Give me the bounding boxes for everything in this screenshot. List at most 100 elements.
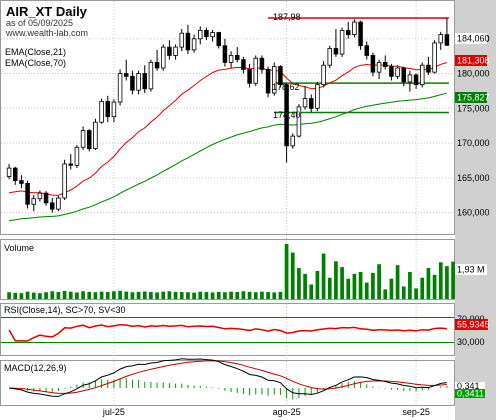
volume-bar bbox=[87, 291, 92, 299]
x-tick-label: sep-25 bbox=[402, 407, 430, 417]
volume-bar bbox=[377, 264, 381, 299]
candle-body bbox=[12, 167, 18, 182]
volume-bar bbox=[358, 271, 363, 299]
volume-bar bbox=[124, 291, 129, 299]
volume-bar bbox=[327, 277, 332, 299]
candle-body bbox=[111, 101, 117, 118]
candle-body bbox=[136, 73, 141, 91]
candle-body bbox=[426, 64, 431, 73]
volume-bar bbox=[395, 265, 400, 299]
candle-body bbox=[290, 135, 295, 147]
candle-body bbox=[339, 30, 345, 55]
volume-bar bbox=[186, 292, 190, 299]
volume-bar bbox=[247, 291, 252, 299]
candle-body bbox=[93, 121, 98, 150]
last-ema70-box bbox=[455, 92, 487, 103]
candle-body bbox=[154, 62, 160, 69]
volume-bar bbox=[401, 286, 406, 299]
volume-bar bbox=[278, 291, 283, 299]
candle-body bbox=[87, 130, 92, 150]
volume-bar bbox=[321, 253, 326, 299]
volume-bar bbox=[414, 288, 418, 299]
macd-panel bbox=[0, 360, 455, 406]
candle-body bbox=[389, 66, 394, 77]
right-axis-background bbox=[455, 0, 496, 420]
volume-bar bbox=[235, 292, 240, 299]
volume-bar bbox=[50, 291, 55, 299]
x-tick-labels: jul-25 ago-25 sep-25 bbox=[102, 407, 430, 417]
legend-ema70: EMA(Close,70) bbox=[5, 58, 66, 68]
candle-body bbox=[419, 64, 425, 86]
candle-body bbox=[382, 62, 388, 67]
support-resistance-lines bbox=[268, 17, 449, 114]
y-tick-label: 165,000 bbox=[457, 173, 490, 183]
macd-value-1: 0,341 bbox=[457, 381, 480, 391]
volume-bar bbox=[130, 292, 135, 299]
candle-body bbox=[185, 32, 191, 51]
volume-bar bbox=[210, 292, 215, 299]
volume-bar bbox=[309, 284, 314, 299]
volume-bar bbox=[19, 293, 24, 299]
candle-body bbox=[124, 73, 129, 77]
candle-body bbox=[173, 46, 178, 56]
volume-bar bbox=[272, 292, 277, 299]
candle-body bbox=[142, 73, 147, 90]
candle-body bbox=[315, 84, 320, 109]
candle-body bbox=[253, 57, 258, 84]
volume-bar bbox=[105, 292, 110, 299]
volume-bar bbox=[266, 292, 270, 299]
macd-line bbox=[9, 358, 447, 397]
rsi-value-box bbox=[455, 319, 488, 330]
last-ema21-label: 181,308 bbox=[457, 56, 490, 66]
volume-bar bbox=[149, 292, 153, 299]
volume-bar bbox=[284, 243, 289, 299]
rsi-line bbox=[1, 317, 454, 343]
candle-body bbox=[247, 68, 252, 84]
volume-bar bbox=[216, 291, 221, 299]
volume-bar bbox=[161, 291, 166, 299]
chart-title: AIR_XT Daily bbox=[6, 4, 88, 19]
candle-body bbox=[50, 202, 55, 210]
volume-bar bbox=[25, 291, 30, 299]
candle-body bbox=[358, 21, 363, 47]
candle-body bbox=[234, 55, 240, 61]
volume-bar bbox=[38, 293, 42, 299]
volume-bar bbox=[118, 290, 122, 299]
candle-body bbox=[56, 197, 61, 210]
price-panel bbox=[0, 0, 455, 235]
volume-bar bbox=[426, 268, 431, 299]
candle-body bbox=[345, 30, 351, 35]
volume-bar bbox=[81, 291, 85, 299]
candle-body bbox=[271, 66, 277, 94]
volume-bar bbox=[93, 292, 98, 299]
candle-body bbox=[296, 106, 302, 137]
y-tick-label: 160,000 bbox=[457, 208, 490, 218]
rsi-line bbox=[8, 323, 447, 342]
candle-body bbox=[37, 192, 43, 200]
volume-bars bbox=[7, 243, 455, 299]
candle-body bbox=[62, 163, 67, 199]
candle-body bbox=[228, 55, 234, 63]
candle-body bbox=[370, 55, 376, 73]
volume-bar bbox=[13, 292, 18, 299]
chart-site: www.wealth-lab.com bbox=[5, 28, 88, 38]
candle-body bbox=[210, 32, 215, 38]
candle-body bbox=[265, 68, 271, 94]
volume-bar bbox=[340, 267, 344, 299]
ema70-line bbox=[9, 92, 448, 222]
ema-lines bbox=[9, 62, 448, 222]
volume-bar bbox=[346, 278, 351, 299]
volume-bar bbox=[56, 292, 61, 299]
legend-ema21: EMA(Close,21) bbox=[5, 47, 66, 57]
candle-body bbox=[413, 74, 419, 86]
candle-body bbox=[179, 32, 184, 48]
candle-body bbox=[19, 180, 24, 184]
candle-body bbox=[160, 46, 166, 69]
candle-body bbox=[352, 21, 357, 35]
annotation-high: 187,98 bbox=[273, 12, 301, 22]
candle-body bbox=[74, 146, 80, 166]
candle-body bbox=[117, 73, 123, 103]
volume-bar bbox=[31, 292, 36, 299]
annotation-mid: 178,62 bbox=[272, 82, 300, 92]
